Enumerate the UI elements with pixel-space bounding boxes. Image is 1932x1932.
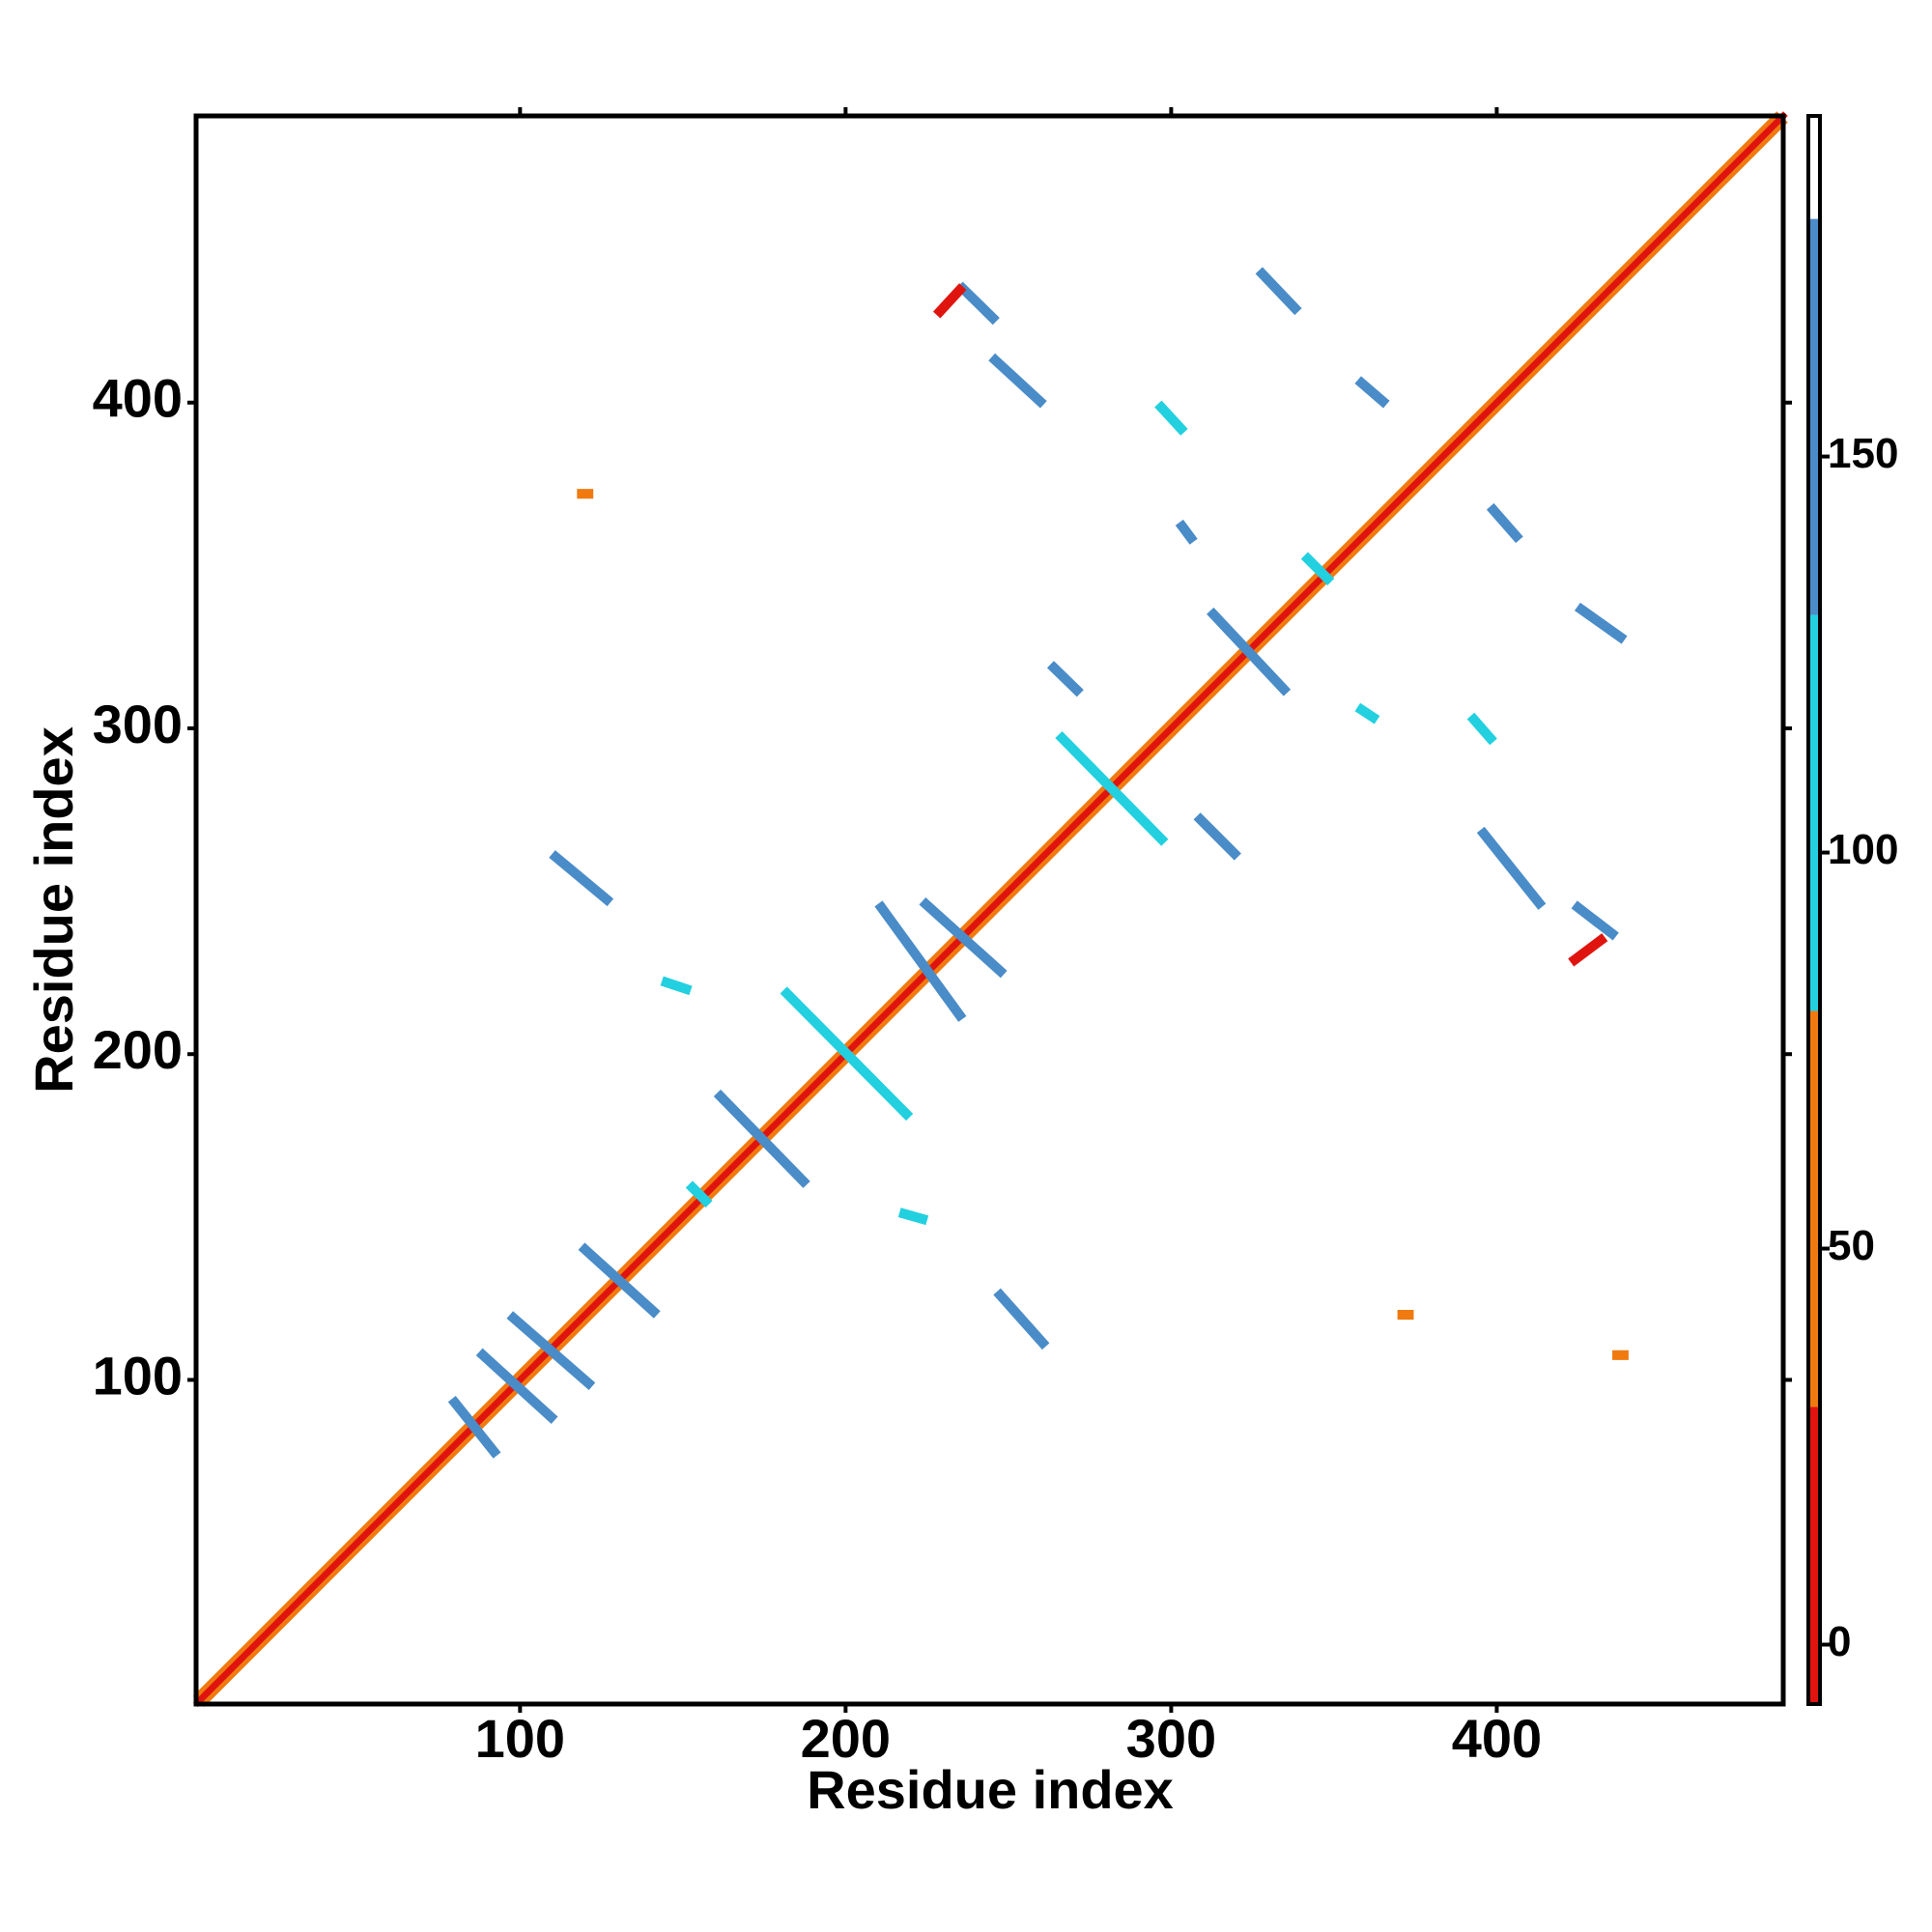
contact-segment xyxy=(199,117,1788,1708)
contact-segment xyxy=(660,976,693,996)
contact-segment xyxy=(1154,400,1188,436)
contact-segment xyxy=(192,111,1782,1701)
contact-segment xyxy=(1574,602,1628,644)
contact-segment xyxy=(1568,933,1608,967)
contact-segment xyxy=(897,1208,929,1226)
contact-segment xyxy=(1486,502,1523,544)
contact-segment xyxy=(1207,607,1292,696)
colorbar-tick-label: 50 xyxy=(1828,1222,1875,1269)
contact-segment xyxy=(1300,552,1335,586)
x-tick-label: 300 xyxy=(1126,1708,1216,1769)
colorbar-band xyxy=(1808,218,1820,615)
colorbar-band xyxy=(1808,614,1820,1011)
colorbar-band xyxy=(1808,1406,1820,1704)
contact-segment xyxy=(1476,826,1547,910)
contact-segment xyxy=(1354,702,1380,724)
y-axis-label: Residue index xyxy=(23,726,84,1094)
contact-segment xyxy=(685,1180,713,1208)
contact-segment xyxy=(1055,730,1169,846)
colorbar-tick-label: 0 xyxy=(1828,1618,1851,1665)
contact-segment xyxy=(447,1395,501,1459)
contact-segment xyxy=(1571,900,1619,941)
colorbar-band xyxy=(1808,1010,1820,1407)
colorbar-tick-label: 100 xyxy=(1828,826,1898,873)
contact-segment xyxy=(192,111,1788,1708)
colorbar-tick-label: 150 xyxy=(1828,430,1898,477)
plot-frame xyxy=(193,113,1786,1707)
contact-segment xyxy=(988,353,1047,409)
x-tick-label: 100 xyxy=(475,1708,565,1769)
contact-segment xyxy=(475,1348,558,1425)
contact-segment xyxy=(1046,661,1084,697)
y-tick-label: 100 xyxy=(93,1345,183,1406)
contact-segment xyxy=(955,281,1000,326)
contact-segment xyxy=(1354,376,1390,409)
contact-segment xyxy=(578,1242,661,1319)
contact-segment xyxy=(1175,519,1198,545)
x-axis-label: Residue index xyxy=(807,1759,1174,1820)
contact-segment xyxy=(993,1288,1050,1350)
contact-segment xyxy=(874,900,967,1022)
contact-segment xyxy=(549,850,614,907)
contact-segment xyxy=(1466,712,1497,746)
colorbar-band xyxy=(1808,116,1820,219)
colorbar-frame xyxy=(1806,114,1822,1706)
contact-segment xyxy=(506,1311,596,1390)
y-tick-label: 300 xyxy=(93,694,183,754)
y-tick-label: 400 xyxy=(93,368,183,429)
contact-segment xyxy=(919,896,1008,979)
x-tick-label: 400 xyxy=(1452,1708,1542,1769)
y-tick-label: 200 xyxy=(93,1019,183,1080)
contact-segment xyxy=(780,986,914,1122)
x-tick-label: 200 xyxy=(801,1708,891,1769)
contact-segment xyxy=(932,283,967,319)
contact-segment xyxy=(1193,812,1241,861)
contact-segment xyxy=(713,1089,810,1188)
contact-segment xyxy=(1255,267,1302,316)
